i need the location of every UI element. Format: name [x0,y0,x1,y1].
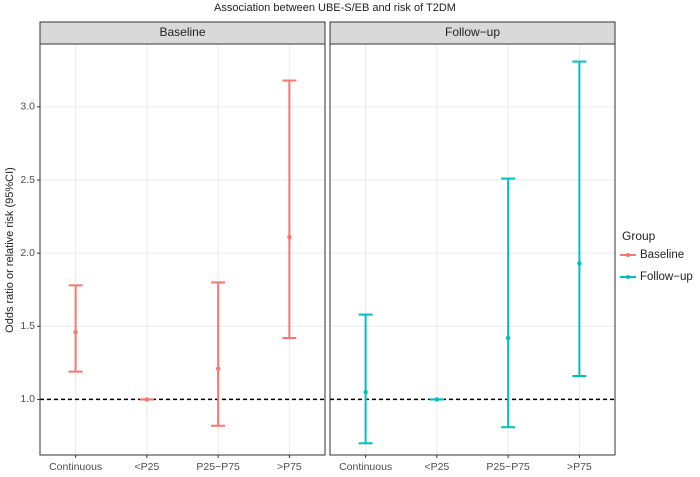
point [505,335,511,341]
legend-key-point [626,275,630,279]
x-tick-label: P25−P75 [196,461,240,473]
point [287,234,292,240]
point [577,261,582,266]
legend-key-point [626,253,630,257]
y-tick-label: 1.5 [20,320,35,332]
x-tick-label: <P25 [134,461,159,473]
point [363,389,368,395]
panel-background [330,44,615,455]
y-axis-label: Odds ratio or relative risk (95%CI) [4,167,16,333]
panel-border [39,43,326,456]
point [73,329,78,335]
panel-background [40,44,325,455]
point [144,397,150,402]
x-tick-label: Continuous [49,461,102,473]
panel-border [329,43,616,456]
x-tick-label: P25−P75 [486,461,530,473]
chart-title: Association between UBE-S/EB and risk of… [214,2,456,14]
legend-title: Group [622,229,656,243]
strip-label: Baseline [159,25,205,39]
x-tick-label: >P75 [567,461,592,473]
x-tick-label: <P25 [424,461,449,473]
y-tick-label: 2.0 [20,247,35,259]
y-tick-label: 2.5 [20,174,35,186]
x-tick-label: Continuous [339,461,392,473]
strip-label: Follow−up [445,25,500,39]
x-tick-label: >P75 [277,461,302,473]
point [215,366,221,371]
y-tick-label: 1.0 [20,393,35,405]
legend-label: Follow−up [640,271,693,283]
point [434,397,440,402]
y-tick-label: 3.0 [20,101,35,113]
legend-label: Baseline [640,249,684,261]
